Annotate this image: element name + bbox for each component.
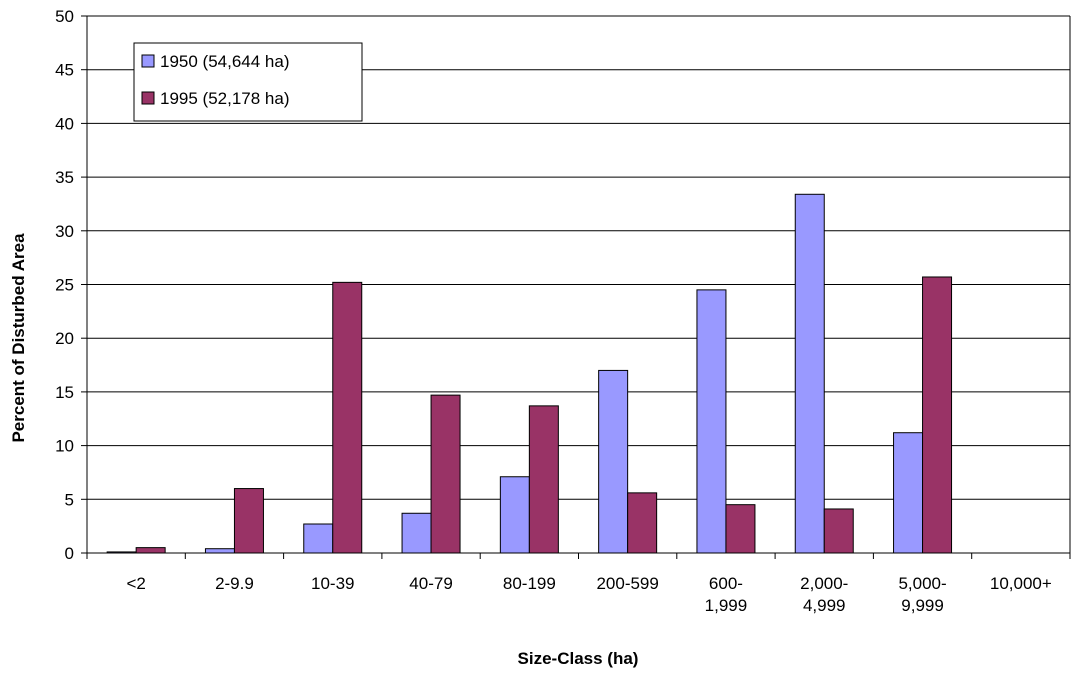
x-tick-label: 200-599 xyxy=(596,574,658,593)
x-tick-label: 2,000- xyxy=(800,574,848,593)
legend: 1950 (54,644 ha) 1995 (52,178 ha) xyxy=(133,42,363,122)
y-tick-label: 35 xyxy=(55,168,74,187)
bar-1995 xyxy=(332,281,363,554)
tick-labels: 0 5 10 15 20 25 30 35 40 45 50 <2 2-9.9 10-39 40-79 80-… xyxy=(55,7,1052,615)
bar-1950 xyxy=(794,193,825,554)
y-tick-label: 30 xyxy=(55,222,74,241)
x-tick-label: 1,999 xyxy=(705,596,748,615)
x-tick-label: <2 xyxy=(126,574,145,593)
y-tick-label: 25 xyxy=(55,276,74,295)
bar-1950 xyxy=(598,369,629,554)
y-tick-label: 5 xyxy=(65,490,74,509)
bar-1995 xyxy=(627,492,658,554)
legend-swatch-1950 xyxy=(141,54,155,68)
bar-1950 xyxy=(303,523,334,554)
bars xyxy=(106,193,953,554)
y-tick-label: 40 xyxy=(55,114,74,133)
legend-label-1950: 1950 (54,644 ha) xyxy=(160,52,290,71)
bar-1950 xyxy=(401,512,432,554)
x-axis-title: Size-Class (ha) xyxy=(518,649,639,668)
bar-1950 xyxy=(499,476,530,554)
y-tick-label: 20 xyxy=(55,329,74,348)
bar-1995 xyxy=(135,547,166,554)
x-tick-label: 40-79 xyxy=(409,574,452,593)
y-tick-label: 0 xyxy=(65,544,74,563)
bar-1950 xyxy=(893,432,924,554)
bar-1950 xyxy=(204,548,235,554)
bar-1995 xyxy=(823,508,854,554)
gridlines xyxy=(87,15,1070,500)
x-tick-label: 600- xyxy=(709,574,743,593)
y-tick-label: 10 xyxy=(55,437,74,456)
x-tick-label: 2-9.9 xyxy=(215,574,254,593)
legend-box xyxy=(133,42,363,122)
bar-1995 xyxy=(725,504,756,554)
bar-1995 xyxy=(528,405,559,554)
y-tick-label: 45 xyxy=(55,61,74,80)
bar-1950 xyxy=(696,289,727,554)
legend-swatch-1995 xyxy=(141,91,155,105)
bar-1995 xyxy=(922,276,953,554)
x-tick-label: 80-199 xyxy=(503,574,556,593)
bar-1995 xyxy=(233,488,264,554)
x-tick-label: 9,999 xyxy=(901,596,944,615)
y-tick-label: 15 xyxy=(55,383,74,402)
axes xyxy=(81,15,1071,559)
x-tick-label: 4,999 xyxy=(803,596,846,615)
x-tick-label: 5,000- xyxy=(898,574,946,593)
bar-1995 xyxy=(430,394,461,554)
x-tick-label: 10,000+ xyxy=(990,574,1052,593)
y-axis-title: Percent of Disturbed Area xyxy=(9,233,28,443)
legend-label-1995: 1995 (52,178 ha) xyxy=(160,89,290,108)
x-tick-label: 10-39 xyxy=(311,574,354,593)
y-tick-label: 50 xyxy=(55,7,74,26)
